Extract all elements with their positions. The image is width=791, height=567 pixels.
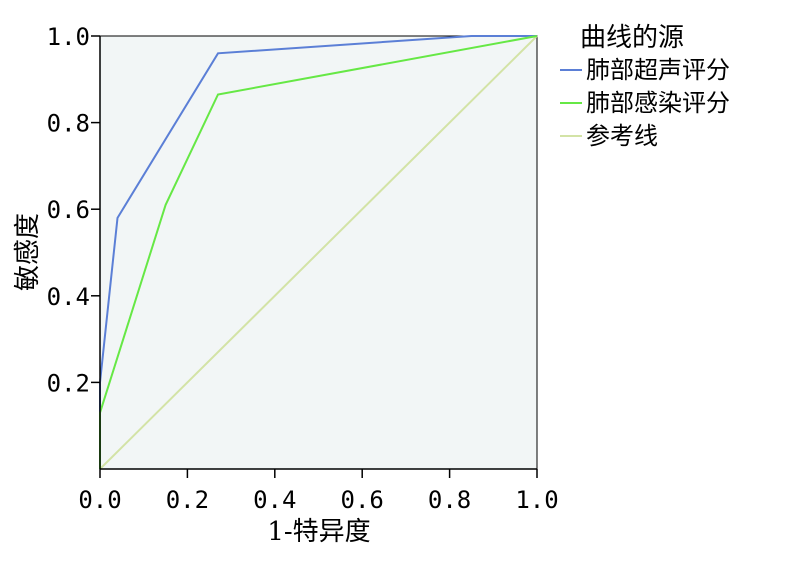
y-tick-label: 0.4 (47, 283, 90, 311)
y-tick-label: 0.6 (47, 196, 90, 224)
x-tick-label: 0.6 (341, 486, 384, 514)
legend-title: 曲线的源 (580, 23, 684, 53)
legend-label: 参考线 (586, 122, 658, 150)
x-tick-label: 0.4 (253, 486, 296, 514)
x-axis-title: 1-特异度 (267, 517, 370, 547)
series-line-3 (99, 35, 538, 470)
legend-label: 肺部感染评分 (586, 89, 730, 117)
ticks-layer: 0.0 0.2 0.4 0.6 0.8 1.0 0.2 0.4 0.6 0.8 1.0 (47, 23, 559, 514)
y-axis-title: 敏感度 (13, 213, 43, 291)
x-tick-label: 0.8 (428, 486, 471, 514)
y-tick-label: 0.2 (47, 369, 90, 397)
x-tick-label: 0.0 (78, 486, 121, 514)
legend-label: 肺部超声评分 (586, 56, 730, 84)
x-tick-label: 1.0 (515, 486, 558, 514)
y-tick-label: 0.8 (47, 110, 90, 138)
x-tick-label: 0.2 (166, 486, 209, 514)
y-tick-label: 1.0 (47, 23, 90, 51)
